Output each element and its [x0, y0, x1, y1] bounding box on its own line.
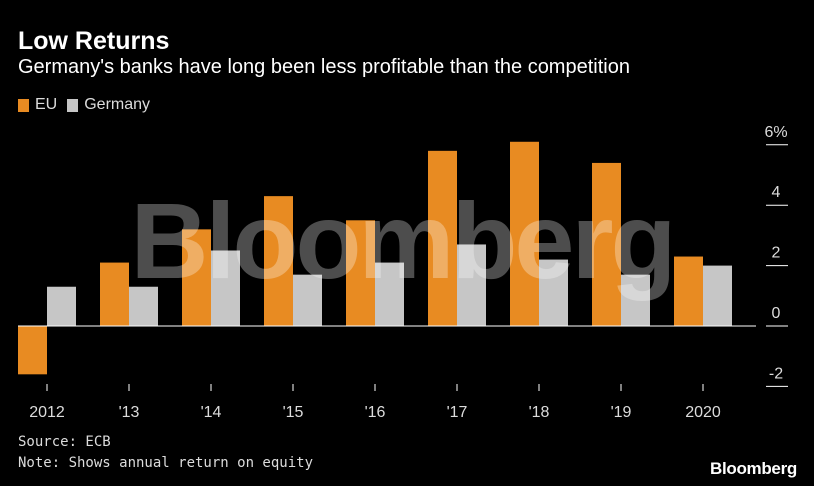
x-tick-label-3: '15 — [283, 404, 304, 421]
y-tick-label-4: -2 — [769, 365, 783, 382]
y-tick-label-2: 2 — [772, 245, 781, 262]
x-tick-label-7: '19 — [611, 404, 632, 421]
bar-eu-7 — [592, 162, 621, 326]
bar-eu-0 — [18, 326, 47, 375]
bar-germany-3 — [293, 274, 322, 326]
legend-item-germany: Germany — [67, 96, 150, 114]
bar-germany-4 — [375, 262, 404, 326]
legend: EU Germany — [18, 96, 150, 114]
x-tick-label-5: '17 — [447, 404, 468, 421]
x-tick-label-0: 2012 — [29, 404, 65, 421]
bar-eu-8 — [674, 256, 703, 326]
legend-swatch-germany — [67, 98, 79, 112]
x-tick-label-1: '13 — [119, 404, 140, 421]
footnote: Note: Shows annual return on equity — [18, 455, 314, 471]
legend-item-eu: EU — [18, 96, 57, 114]
y-tick-label-0: 6% — [764, 124, 787, 141]
bar-germany-0 — [47, 286, 76, 326]
x-tick-label-4: '16 — [365, 404, 386, 421]
bar-germany-7 — [621, 274, 650, 326]
legend-swatch-eu — [18, 98, 29, 112]
bar-eu-4 — [346, 220, 375, 326]
bar-germany-1 — [129, 286, 158, 326]
bloomberg-watermark: Bloomberg — [130, 180, 673, 301]
bar-eu-2 — [182, 229, 211, 326]
bar-eu-6 — [510, 141, 539, 326]
bar-eu-5 — [428, 150, 457, 326]
bar-germany-5 — [457, 244, 486, 326]
x-tick-label-6: '18 — [529, 404, 550, 421]
x-tick-label-8: 2020 — [685, 404, 721, 421]
chart-subtitle: Germany's banks have long been less prof… — [18, 56, 630, 78]
y-tick-label-1: 4 — [772, 184, 781, 201]
bar-germany-8 — [703, 265, 732, 326]
legend-label-germany: Germany — [84, 96, 151, 113]
y-tick-label-3: 0 — [772, 305, 781, 322]
x-tick-label-2: '14 — [201, 404, 222, 421]
bloomberg-logo: Bloomberg — [709, 459, 797, 478]
bar-eu-1 — [100, 262, 129, 326]
source-note: Source: ECB — [18, 434, 111, 450]
bar-eu-3 — [264, 196, 293, 326]
legend-label-eu: EU — [35, 96, 58, 113]
bar-germany-6 — [539, 259, 568, 326]
chart-title: Low Returns — [18, 27, 170, 55]
bar-germany-2 — [211, 250, 240, 326]
